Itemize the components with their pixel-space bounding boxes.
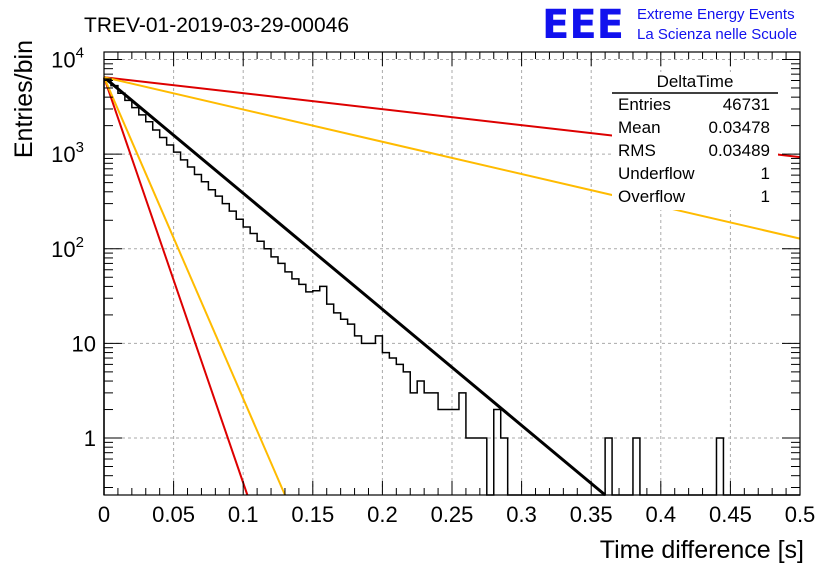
stats-value-mean: 0.03478 [709,118,770,137]
x-tick-label: 0.05 [152,502,195,527]
stats-label-underflow: Underflow [618,164,695,183]
stats-label-rms: RMS [618,141,656,160]
x-tick-label: 0 [98,502,110,527]
fit-line-2 [103,76,801,240]
x-tick-label: 0.45 [709,502,752,527]
x-tick-label: 0.15 [291,502,334,527]
x-axis: 0 0.05 0.1 0.15 0.2 0.25 0.3 0.35 0.4 0.45 0.5 [98,52,815,527]
stats-value-overflow: 1 [761,187,770,206]
stats-label-overflow: Overflow [618,187,686,206]
x-axis-title: Time difference [s] [600,536,804,564]
stats-value-entries: 46731 [723,95,770,114]
stats-label-entries: Entries [618,95,671,114]
y-tick-label: 102 [51,234,84,262]
stats-label-mean: Mean [618,118,661,137]
stats-value-rms: 0.03489 [709,141,770,160]
logo-line-1: Extreme Energy Events [637,6,795,23]
y-tick-label: 10 [72,331,96,356]
stats-box: DeltaTime Entries 46731 Mean 0.03478 RMS 0.03… [612,72,778,210]
y-axis-title: Entries/bin [10,40,38,158]
fit-line-4 [103,76,286,496]
logo-line-2: La Scienza nelle Scuole [637,26,797,43]
fit-lines [103,76,801,497]
stats-title: DeltaTime [657,72,734,91]
y-tick-label: 1 [84,426,96,451]
fit-line-3 [103,76,249,496]
x-tick-label: 0.5 [785,502,816,527]
eee-logo: EEE Extreme Energy Events La Scienza nel… [542,2,797,48]
y-axis: 1 10 102 103 104 [51,44,800,489]
x-tick-label: 0.35 [570,502,613,527]
x-tick-label: 0.4 [646,502,677,527]
histogram [103,78,800,496]
stats-value-underflow: 1 [761,164,770,183]
stats-rows: Entries 46731 Mean 0.03478 RMS 0.03489 Underfl… [618,95,770,206]
x-tick-label: 0.2 [367,502,398,527]
fit-line-0 [103,76,607,497]
chart-title: TREV-01-2019-03-29-00046 [84,14,349,37]
x-tick-label: 0.1 [228,502,259,527]
logo-letters: EEE [542,2,624,48]
x-tick-label: 0.25 [431,502,474,527]
y-tick-label: 104 [51,44,84,72]
y-tick-label: 103 [51,139,84,167]
x-tick-label: 0.3 [506,502,537,527]
stats-box-bg [612,72,778,210]
